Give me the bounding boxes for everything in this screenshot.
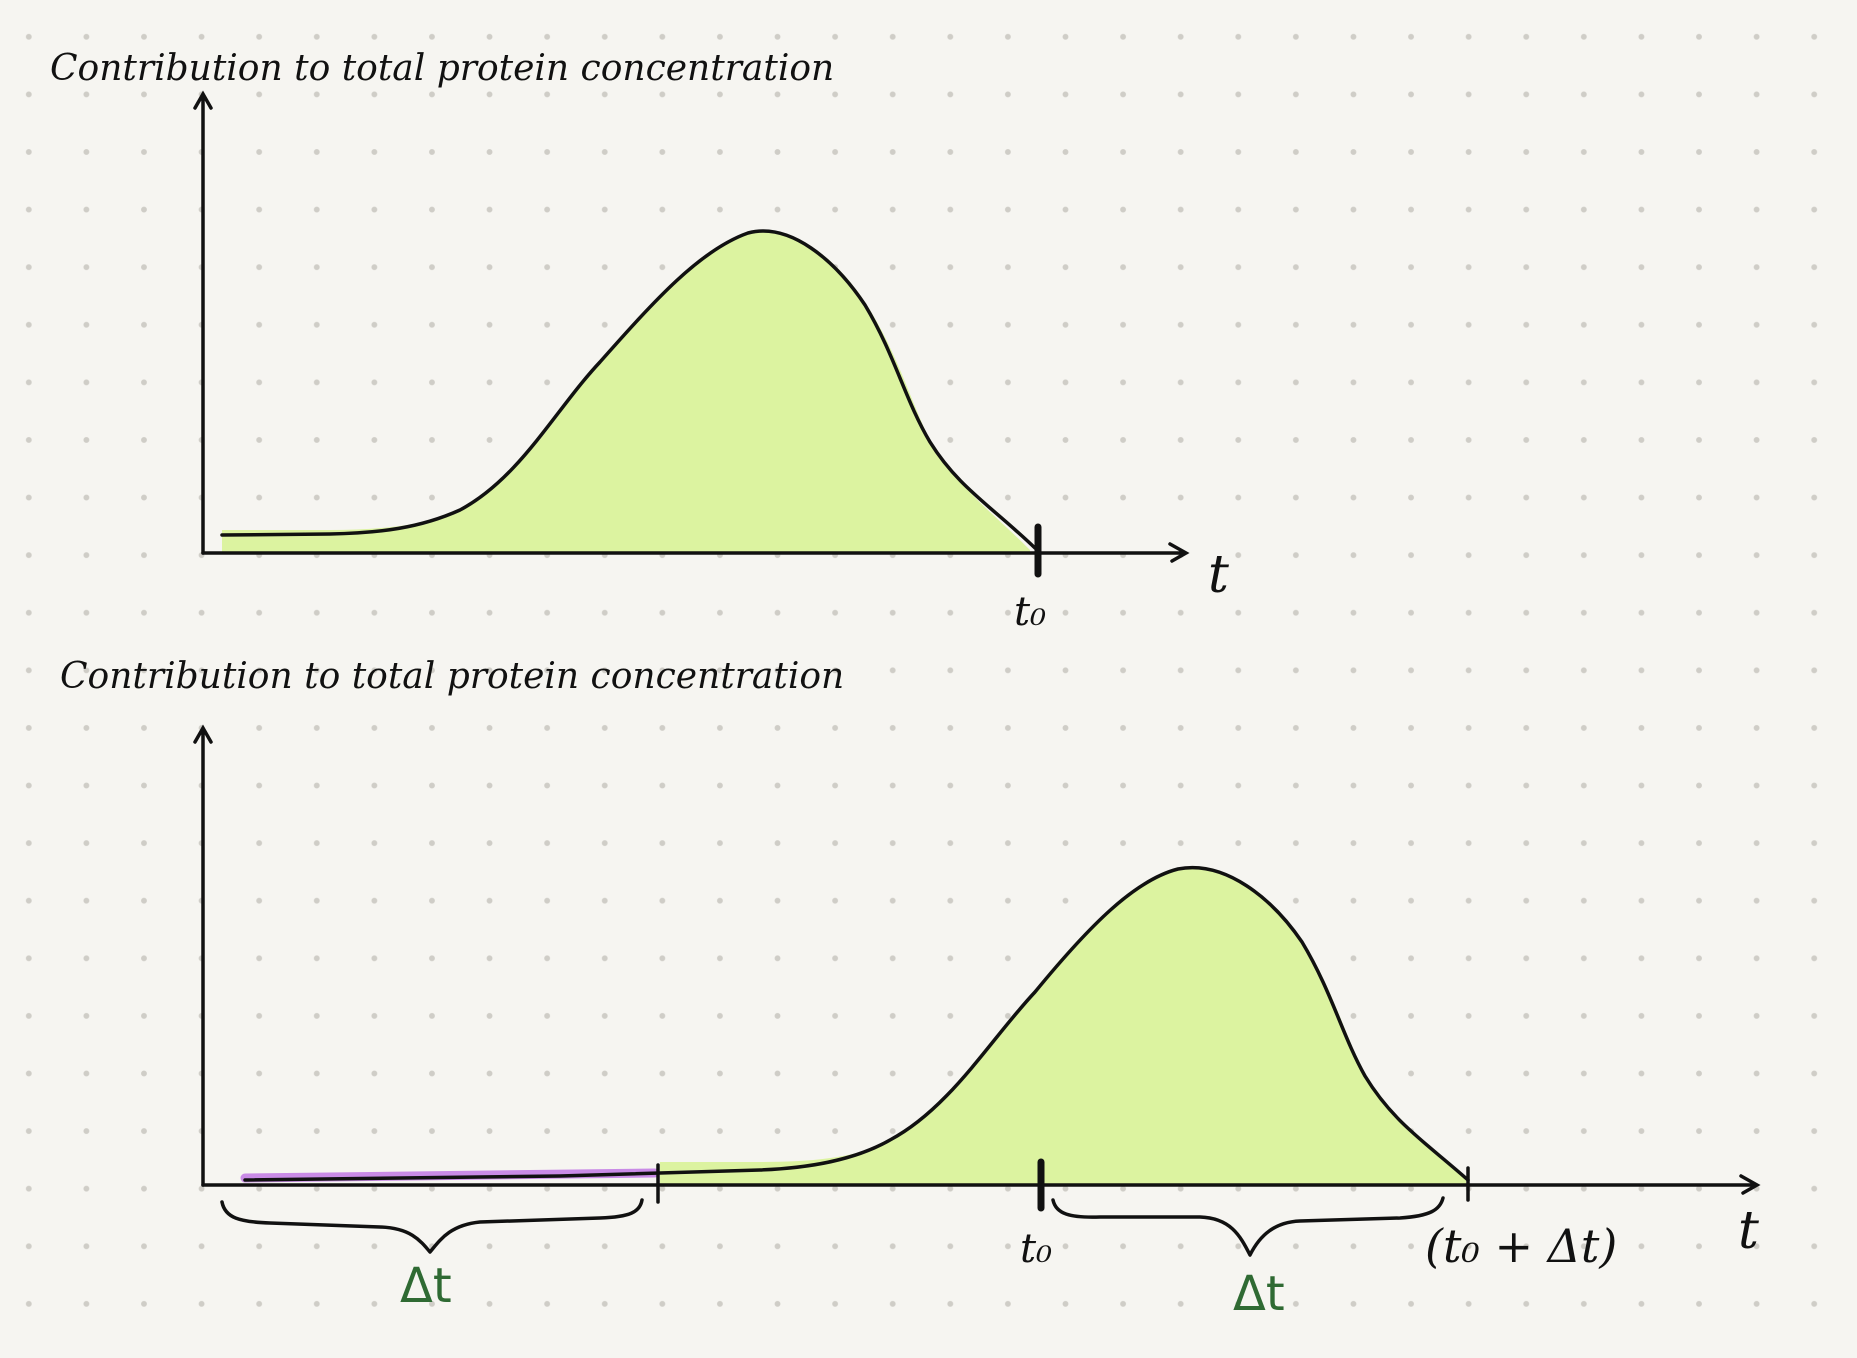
left-delta-t-label: Δt — [400, 1258, 452, 1314]
bottom-x-axis — [201, 1174, 1761, 1195]
top-x-axis — [201, 542, 1190, 563]
top-curve-fill — [222, 229, 1030, 553]
bottom-curve — [243, 865, 1470, 1182]
right-delta-t-brace — [1051, 1196, 1445, 1257]
top-t0-label: t₀ — [1014, 589, 1046, 635]
top-y-axis — [193, 90, 213, 555]
top-y-axis-label: Contribution to total protein concentrat… — [50, 48, 834, 89]
bottom-y-axis-label: Contribution to total protein concentrat… — [60, 656, 844, 697]
bottom-x-axis-label: t — [1738, 1201, 1759, 1261]
bottom-plot: Contribution to total protein concentrat… — [60, 656, 1761, 1322]
top-plot: Contribution to total protein concentrat… — [50, 48, 1229, 635]
bottom-y-axis — [193, 724, 213, 1187]
right-delta-t-label: Δt — [1233, 1266, 1285, 1322]
bottom-curve-fill — [660, 866, 1466, 1185]
top-x-axis-label: t — [1208, 545, 1229, 605]
top-curve — [220, 229, 1037, 550]
left-delta-t-brace — [220, 1198, 644, 1254]
bottom-t0-plus-dt-label: (t₀ + Δt) — [1425, 1219, 1617, 1273]
bottom-t0-label: t₀ — [1020, 1226, 1052, 1272]
